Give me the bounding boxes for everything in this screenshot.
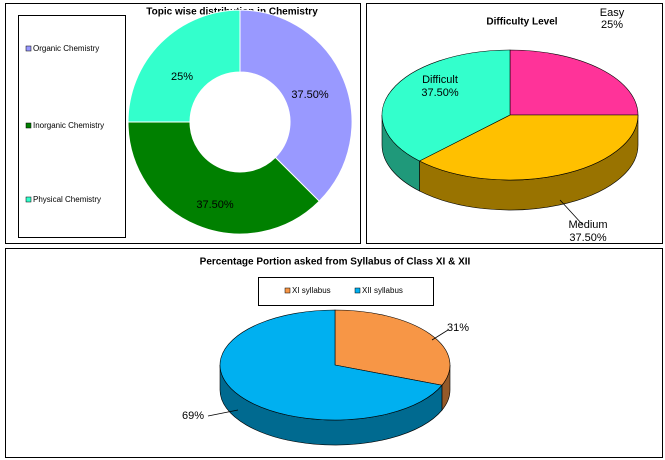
category-label: Easy — [600, 7, 625, 19]
legend-marker — [25, 122, 32, 129]
value-label: 25% — [601, 19, 623, 31]
donut-slice — [239, 9, 353, 202]
legend-label: XI syllabus — [292, 286, 331, 295]
legend-marker — [25, 45, 32, 52]
pie-slice — [418, 114, 639, 181]
chart-title: Percentage Portion asked from Syllabus o… — [200, 257, 471, 268]
legend-label: Inorganic Chemistry — [33, 121, 104, 130]
chart-title: Difficulty Level — [486, 17, 557, 28]
legend-marker — [25, 196, 32, 203]
legend-label: Organic Chemistry — [33, 44, 99, 53]
pie-slice — [381, 49, 511, 162]
donut-slice — [127, 9, 241, 123]
value-label: 31% — [447, 322, 469, 334]
value-label: 69% — [182, 410, 204, 422]
legend-marker — [284, 287, 291, 294]
pie-slice — [219, 309, 443, 421]
value-label: 37.50% — [421, 87, 459, 99]
value-label: 37.50% — [569, 232, 607, 244]
donut-slice — [127, 121, 320, 235]
legend-box — [18, 15, 126, 238]
leader-line — [559, 199, 583, 225]
category-label: Medium — [568, 219, 607, 231]
category-label: Difficult — [422, 74, 458, 86]
pie-slice — [509, 49, 639, 116]
leader-line — [431, 329, 449, 341]
value-label: 37.50% — [196, 199, 234, 211]
legend-label: XII syllabus — [362, 286, 403, 295]
value-label: 25% — [171, 71, 193, 83]
value-label: 37.50% — [291, 89, 329, 101]
pie-slice — [334, 309, 451, 386]
leader-line — [207, 409, 239, 417]
legend-marker — [354, 287, 361, 294]
legend-label: Physical Chemistry — [33, 195, 101, 204]
